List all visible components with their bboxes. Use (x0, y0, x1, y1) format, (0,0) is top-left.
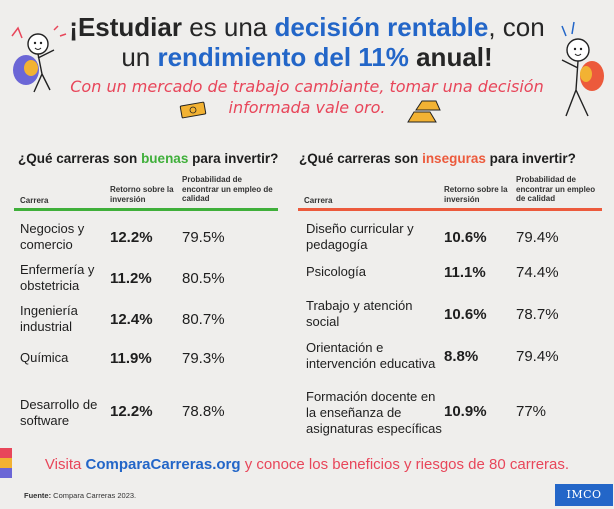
probability-value: 80.5% (182, 270, 225, 287)
column-header-probability: Probabilidad de encontrar un empleo de c… (182, 175, 273, 203)
career-name: Psicología (306, 264, 366, 279)
imco-logo: IMCO (555, 484, 613, 506)
subheadline-line-1: Con un mercado de trabajo cambiante, tom… (70, 77, 544, 96)
return-value: 12.4% (110, 311, 153, 328)
money-bill-illustration (179, 101, 207, 119)
student-right-illustration (561, 21, 604, 117)
headline-text: es una (181, 12, 275, 42)
table-row: Psicología 11.1% 74.4% (298, 258, 602, 298)
gold-bars-illustration (407, 100, 441, 123)
table-row: Formación docente en la enseñanza de asi… (298, 387, 602, 441)
headline-word-estudiar: ¡Estudiar (69, 12, 182, 42)
table-row: Orientación e intervención educativa 8.8… (298, 336, 602, 376)
cta-brand-link[interactable]: ComparaCarreras.org (85, 456, 241, 473)
career-name: Diseño curricular y pedagogía (306, 221, 414, 252)
return-value: 11.9% (110, 350, 152, 367)
good-title-highlight: buenas (141, 151, 189, 166)
career-name: Negocios y comercio (20, 221, 85, 252)
return-value: 10.9% (444, 403, 487, 420)
return-value: 10.6% (444, 229, 487, 246)
good-careers-table: Carrera Retorno sobre la inversión Proba… (14, 169, 278, 428)
good-table-header: Carrera Retorno sobre la inversión Proba… (14, 169, 278, 211)
career-name: Formación docente en la enseñanza de asi… (306, 389, 442, 436)
student-left-illustration (11, 25, 67, 93)
column-header-return: Retorno sobre la inversión (110, 185, 174, 204)
probability-value: 78.8% (182, 403, 225, 420)
return-value: 10.6% (444, 306, 487, 323)
decorative-stripe (0, 468, 12, 478)
column-header-return: Retorno sobre la inversión (444, 185, 508, 204)
headline-text: , con (488, 12, 545, 42)
career-name: Orientación e intervención educativa (306, 340, 436, 371)
cta-post: y conoce los beneficios y riesgos de 80 … (240, 456, 570, 473)
source-note: Fuente: Compara Carreras 2023. (24, 491, 136, 500)
career-name: Trabajo y atención social (306, 298, 413, 329)
cta-pre: Visita (44, 456, 86, 473)
source-text: Compara Carreras 2023. (51, 491, 137, 500)
table-row: Desarrollo de software 12.2% 78.8% (14, 391, 278, 437)
headline-text: un (121, 42, 158, 72)
table-row: Ingeniería industrial 12.4% 80.7% (14, 299, 278, 339)
probability-value: 79.5% (182, 229, 225, 246)
good-title-pre: ¿Qué carreras son (18, 151, 142, 166)
probability-value: 77% (516, 403, 547, 420)
decorative-stripe (0, 448, 12, 458)
column-header-probability: Probabilidad de encontrar un empleo de c… (516, 175, 596, 203)
table-row: Química 11.9% 79.3% (14, 340, 278, 380)
good-title-post: para invertir? (188, 151, 279, 166)
table-row: Trabajo y atención social 10.6% 78.7% (298, 294, 602, 334)
probability-value: 80.7% (182, 311, 225, 328)
subheadline: Con un mercado de trabajo cambiante, tom… (0, 76, 614, 118)
headline-line-1: ¡Estudiar es una decisión rentable, con (0, 12, 614, 42)
career-name: Desarrollo de software (20, 397, 98, 428)
headline: ¡Estudiar es una decisión rentable, con … (0, 12, 614, 72)
good-careers-title: ¿Qué carreras son buenas para invertir? (18, 151, 278, 166)
headline-line-2: un rendimiento del 11% anual! (0, 42, 614, 72)
column-header-career: Carrera (304, 196, 333, 205)
return-value: 8.8% (444, 348, 479, 365)
return-value: 11.2% (110, 270, 152, 287)
table-row: Negocios y comercio 12.2% 79.5% (14, 217, 278, 257)
probability-value: 79.4% (516, 229, 559, 246)
probability-value: 74.4% (516, 264, 559, 281)
decorative-stripe (0, 458, 12, 468)
bad-title-post: para invertir? (485, 151, 576, 166)
probability-value: 79.4% (516, 348, 559, 365)
return-value: 12.2% (110, 403, 153, 420)
headline-highlight-decision: decisión rentable (274, 12, 489, 42)
source-label: Fuente: (24, 491, 52, 500)
career-name: Enfermería y obstetricia (20, 262, 95, 293)
table-row: Diseño curricular y pedagogía 10.6% 79.4… (298, 217, 602, 257)
risky-careers-table: Carrera Retorno sobre la inversión Proba… (298, 169, 602, 436)
subheadline-line-2: informada vale oro. (228, 98, 386, 117)
career-name: Ingeniería industrial (20, 303, 78, 334)
column-header-career: Carrera (20, 196, 49, 205)
call-to-action: Visita ComparaCarreras.org y conoce los … (0, 456, 614, 473)
return-value: 11.1% (444, 264, 486, 281)
table-row: Enfermería y obstetricia 11.2% 80.5% (14, 258, 278, 298)
risky-careers-title: ¿Qué carreras son inseguras para inverti… (299, 151, 576, 166)
bad-title-pre: ¿Qué carreras son (299, 151, 423, 166)
headline-text: anual! (408, 42, 493, 72)
bad-title-highlight: inseguras (422, 151, 486, 166)
probability-value: 78.7% (516, 306, 559, 323)
return-value: 12.2% (110, 229, 153, 246)
headline-highlight-rendimiento: rendimiento del 11% (157, 42, 409, 72)
bad-table-header: Carrera Retorno sobre la inversión Proba… (298, 169, 602, 211)
career-name: Química (20, 350, 69, 365)
probability-value: 79.3% (182, 350, 225, 367)
